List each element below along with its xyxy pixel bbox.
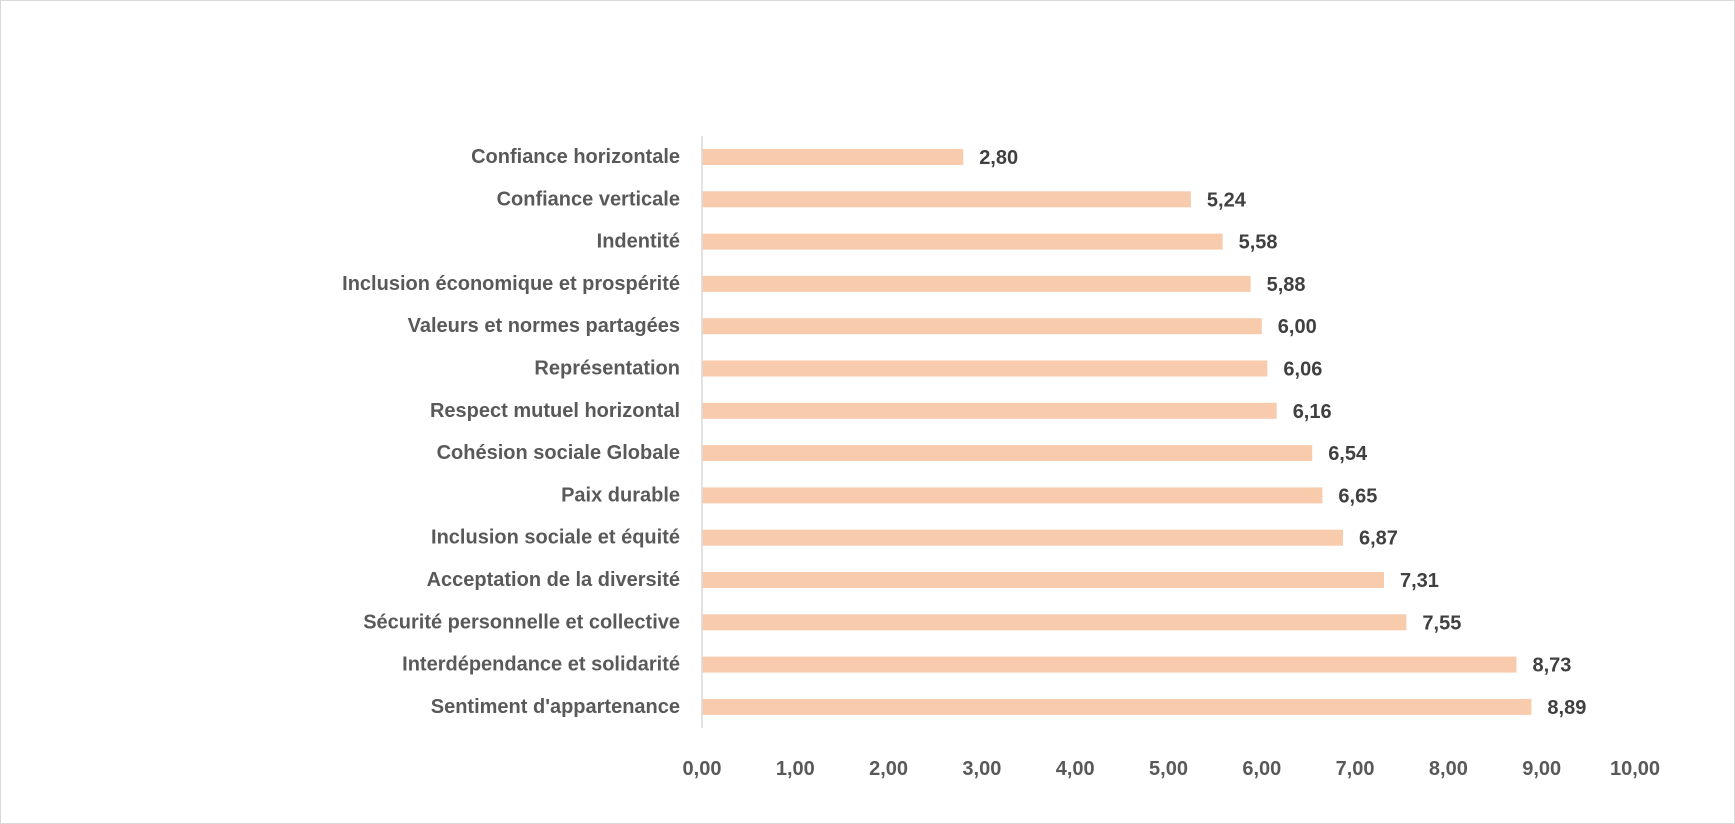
bar-respect-mutuel-horizontal xyxy=(702,402,1277,419)
category-label-indentite: Indentité xyxy=(597,231,680,253)
x-tick-label-2: 2,00 xyxy=(869,758,908,780)
value-labels: 2,80 5,24 5,58 5,88 6,00 6,06 6,16 6,54 6,65 6,87… xyxy=(979,147,1586,719)
value-label-indentite: 5,58 xyxy=(1239,232,1278,254)
value-label-sentiment-d-appartenance: 8,89 xyxy=(1547,697,1586,719)
bars-layer xyxy=(702,149,1532,715)
value-label-valeurs-et-normes-partagees: 6,00 xyxy=(1278,316,1317,338)
x-tick-label-5: 5,00 xyxy=(1149,758,1188,780)
bar-inclusion-sociale-et-equite xyxy=(702,529,1343,546)
category-label-valeurs-et-normes-partagees: Valeurs et normes partagées xyxy=(408,315,680,337)
x-tick-label-3: 3,00 xyxy=(962,758,1001,780)
bar-valeurs-et-normes-partagees xyxy=(702,318,1262,335)
value-label-cohesion-sociale-globale: 6,54 xyxy=(1328,443,1368,465)
category-label-confiance-verticale: Confiance verticale xyxy=(497,188,680,210)
category-label-inclusion-sociale-et-equite: Inclusion sociale et équité xyxy=(431,527,680,549)
category-labels: Confiance horizontale Confiance verticale… xyxy=(342,146,680,718)
value-label-acceptation-de-la-diversite: 7,31 xyxy=(1400,570,1439,592)
bar-paix-durable xyxy=(702,487,1323,504)
x-tick-label-4: 4,00 xyxy=(1056,758,1095,780)
category-label-representation: Représentation xyxy=(534,358,680,380)
value-label-paix-durable: 6,65 xyxy=(1338,485,1377,507)
x-tick-label-8: 8,00 xyxy=(1429,758,1468,780)
value-label-inclusion-sociale-et-equite: 6,87 xyxy=(1359,528,1398,550)
x-tick-label-1: 1,00 xyxy=(776,758,815,780)
bar-cohesion-sociale-globale xyxy=(702,445,1313,462)
bar-securite-personnelle-et-collective xyxy=(702,614,1407,631)
value-label-inclusion-economique-et-prosperite: 5,88 xyxy=(1267,274,1306,296)
category-label-respect-mutuel-horizontal: Respect mutuel horizontal xyxy=(430,400,680,422)
x-tick-label-9: 9,00 xyxy=(1522,758,1561,780)
bar-confiance-horizontale xyxy=(702,149,964,165)
x-tick-labels: 0,00 1,00 2,00 3,00 4,00 5,00 6,00 7,00 8,00 9,00… xyxy=(683,758,1661,780)
x-tick-label-10: 10,00 xyxy=(1610,758,1660,780)
bar-sentiment-d-appartenance xyxy=(702,698,1532,715)
value-label-confiance-horizontale: 2,80 xyxy=(979,147,1018,169)
category-label-sentiment-d-appartenance: Sentiment d'appartenance xyxy=(431,696,680,718)
bar-acceptation-de-la-diversite xyxy=(702,572,1384,588)
category-label-securite-personnelle-et-collective: Sécurité personnelle et collective xyxy=(363,611,680,633)
value-label-interdependance-et-solidarite: 8,73 xyxy=(1533,655,1572,677)
value-label-representation: 6,06 xyxy=(1283,359,1322,381)
bar-inclusion-economique-et-prosperite xyxy=(702,275,1251,292)
category-label-confiance-horizontale: Confiance horizontale xyxy=(471,146,680,168)
category-label-cohesion-sociale-globale: Cohésion sociale Globale xyxy=(437,442,680,464)
x-tick-label-6: 6,00 xyxy=(1242,758,1281,780)
category-label-inclusion-economique-et-prosperite: Inclusion économique et prospérité xyxy=(342,273,680,295)
category-label-interdependance-et-solidarite: Interdépendance et solidarité xyxy=(402,654,680,676)
value-label-confiance-verticale: 5,24 xyxy=(1207,189,1247,211)
bar-interdependance-et-solidarite xyxy=(702,656,1517,673)
x-tick-label-7: 7,00 xyxy=(1336,758,1375,780)
bar-representation xyxy=(702,360,1268,377)
category-label-acceptation-de-la-diversite: Acceptation de la diversité xyxy=(427,569,680,591)
value-label-securite-personnelle-et-collective: 7,55 xyxy=(1422,612,1461,634)
bar-confiance-verticale xyxy=(702,191,1191,208)
x-tick-label-0: 0,00 xyxy=(683,758,722,780)
value-label-respect-mutuel-horizontal: 6,16 xyxy=(1293,401,1332,423)
category-label-paix-durable: Paix durable xyxy=(561,484,680,506)
bar-indentite xyxy=(702,233,1223,250)
